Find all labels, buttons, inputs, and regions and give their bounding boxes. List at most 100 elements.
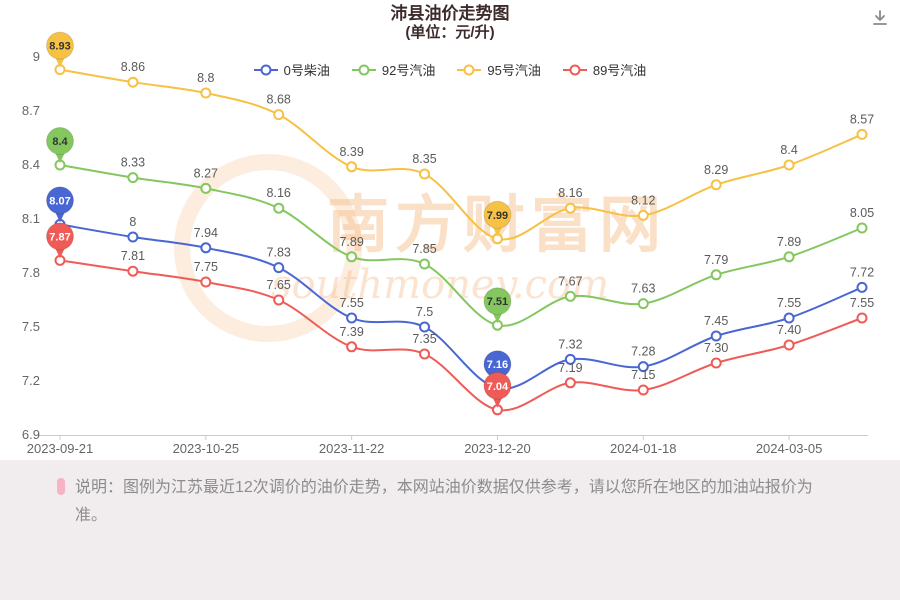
data-point[interactable] bbox=[710, 357, 722, 369]
legend-marker-dot bbox=[463, 64, 475, 75]
point-label: 7.45 bbox=[704, 314, 728, 328]
point-label: 8 bbox=[129, 215, 136, 229]
data-point[interactable] bbox=[127, 76, 139, 88]
point-label: 8.86 bbox=[121, 60, 145, 74]
point-label: 7.63 bbox=[631, 282, 655, 296]
data-point[interactable] bbox=[856, 312, 868, 324]
axes: 6.9 7.2 7.5 7.8 8.1 8.4 8.7 9 2023-09-21 2023-10-… bbox=[22, 49, 868, 456]
balloon-label: 8.07 bbox=[46, 186, 74, 223]
data-point[interactable] bbox=[637, 384, 649, 396]
data-point[interactable] bbox=[856, 281, 868, 293]
point-label: 7.55 bbox=[777, 296, 801, 310]
y-axis-label: 8.7 bbox=[22, 103, 40, 118]
note-panel: 说明：图例为江苏最近12次调价的油价走势，本网站油价数据仅供参考，请以您所在地区… bbox=[0, 460, 900, 600]
x-axis-label: 2024-03-05 bbox=[756, 441, 823, 456]
data-point[interactable] bbox=[273, 109, 285, 121]
download-icon[interactable] bbox=[870, 8, 890, 28]
x-axis-label: 2023-10-25 bbox=[173, 441, 240, 456]
point-label: 7.67 bbox=[558, 274, 582, 288]
y-axis-label: 9 bbox=[33, 49, 40, 64]
y-axis-label: 8.1 bbox=[22, 211, 40, 226]
x-axis-label: 2024-01-18 bbox=[610, 441, 677, 456]
point-label: 8.39 bbox=[339, 145, 363, 159]
point-label: 8.27 bbox=[194, 166, 218, 180]
point-label: 8.68 bbox=[267, 93, 291, 107]
point-label: 7.65 bbox=[267, 278, 291, 292]
balloon-value: 8.93 bbox=[49, 41, 70, 53]
legend-item-92号汽油[interactable]: 92号汽油 bbox=[351, 60, 436, 79]
data-point[interactable] bbox=[783, 159, 795, 171]
data-point[interactable] bbox=[127, 172, 139, 184]
point-label: 8.16 bbox=[267, 186, 291, 200]
data-point[interactable] bbox=[346, 341, 358, 353]
data-point[interactable] bbox=[564, 377, 576, 389]
point-label: 7.89 bbox=[777, 235, 801, 249]
data-point[interactable] bbox=[200, 242, 212, 254]
data-point[interactable] bbox=[346, 161, 358, 173]
download-icon-glyph bbox=[873, 10, 887, 25]
data-point[interactable] bbox=[200, 87, 212, 99]
data-point[interactable] bbox=[856, 222, 868, 234]
point-label: 7.89 bbox=[339, 235, 363, 249]
data-point[interactable] bbox=[200, 182, 212, 194]
data-point[interactable] bbox=[637, 209, 649, 221]
data-point[interactable] bbox=[346, 251, 358, 263]
data-point[interactable] bbox=[710, 269, 722, 281]
data-point[interactable] bbox=[856, 128, 868, 140]
data-point[interactable] bbox=[419, 168, 431, 180]
series-95号汽油: 8.86 8.8 8.68 8.39 8.35 8.16 8.12 8.29 8.4 8.57 bbox=[54, 60, 874, 245]
data-point[interactable] bbox=[419, 321, 431, 333]
data-point[interactable] bbox=[273, 202, 285, 214]
legend-label: 0号柴油 bbox=[283, 63, 330, 78]
data-point[interactable] bbox=[127, 231, 139, 243]
data-point[interactable] bbox=[637, 298, 649, 310]
balloon-bubble bbox=[483, 287, 512, 316]
data-point[interactable] bbox=[273, 262, 285, 274]
legend-item-95号汽油[interactable]: 95号汽油 bbox=[457, 60, 541, 79]
data-point[interactable] bbox=[200, 276, 212, 288]
data-point[interactable] bbox=[564, 353, 576, 365]
data-point[interactable] bbox=[710, 179, 722, 191]
legend-marker-dot bbox=[358, 64, 370, 75]
legend-label: 89号汽油 bbox=[592, 63, 647, 78]
point-label: 7.32 bbox=[558, 337, 582, 351]
data-point[interactable] bbox=[783, 339, 795, 351]
note-text: 说明：图例为江苏最近12次调价的油价走势，本网站油价数据仅供参考，请以您所在地区… bbox=[75, 479, 813, 524]
balloon-label: 7.99 bbox=[483, 200, 512, 237]
balloon-value: 7.16 bbox=[487, 359, 508, 371]
balloon-value: 8.4 bbox=[52, 136, 68, 148]
y-axis-label: 8.4 bbox=[22, 157, 40, 172]
data-point[interactable] bbox=[564, 290, 576, 302]
legend-item-89号汽油[interactable]: 89号汽油 bbox=[562, 60, 647, 79]
point-label: 8.05 bbox=[850, 206, 874, 220]
data-point[interactable] bbox=[127, 265, 139, 277]
data-point[interactable] bbox=[419, 258, 431, 270]
point-label: 8.16 bbox=[558, 186, 582, 200]
data-point[interactable] bbox=[783, 251, 795, 263]
balloon-label: 7.04 bbox=[483, 371, 512, 408]
watermark-text-en: southmoney.com bbox=[271, 262, 609, 308]
data-point[interactable] bbox=[783, 312, 795, 324]
y-axis-label: 7.8 bbox=[22, 265, 40, 280]
point-label: 8.33 bbox=[121, 156, 145, 170]
data-point[interactable] bbox=[419, 348, 431, 360]
balloon-label: 7.51 bbox=[483, 287, 512, 324]
data-point[interactable] bbox=[346, 312, 358, 324]
point-label: 7.81 bbox=[121, 249, 145, 263]
point-label: 8.4 bbox=[780, 143, 797, 157]
legend: 0号柴油 92号汽油 95号汽油 89号汽油 bbox=[0, 60, 900, 79]
x-axis-label: 2023-12-20 bbox=[464, 441, 531, 456]
data-point[interactable] bbox=[564, 202, 576, 214]
data-point[interactable] bbox=[273, 294, 285, 306]
data-point[interactable] bbox=[637, 361, 649, 373]
balloon-bubble bbox=[483, 371, 512, 400]
legend-item-0号柴油[interactable]: 0号柴油 bbox=[253, 60, 330, 79]
point-label: 7.79 bbox=[704, 253, 728, 267]
y-axis-label: 6.9 bbox=[22, 427, 40, 442]
legend-marker-dot bbox=[260, 64, 272, 75]
data-point[interactable] bbox=[710, 330, 722, 342]
balloon-bubble bbox=[46, 186, 74, 215]
line-chart: 南方财富网southmoney.com6.97.27.57.88.18.48.7… bbox=[22, 31, 874, 456]
legend-label: 92号汽油 bbox=[381, 63, 436, 78]
point-label: 7.85 bbox=[412, 242, 436, 256]
